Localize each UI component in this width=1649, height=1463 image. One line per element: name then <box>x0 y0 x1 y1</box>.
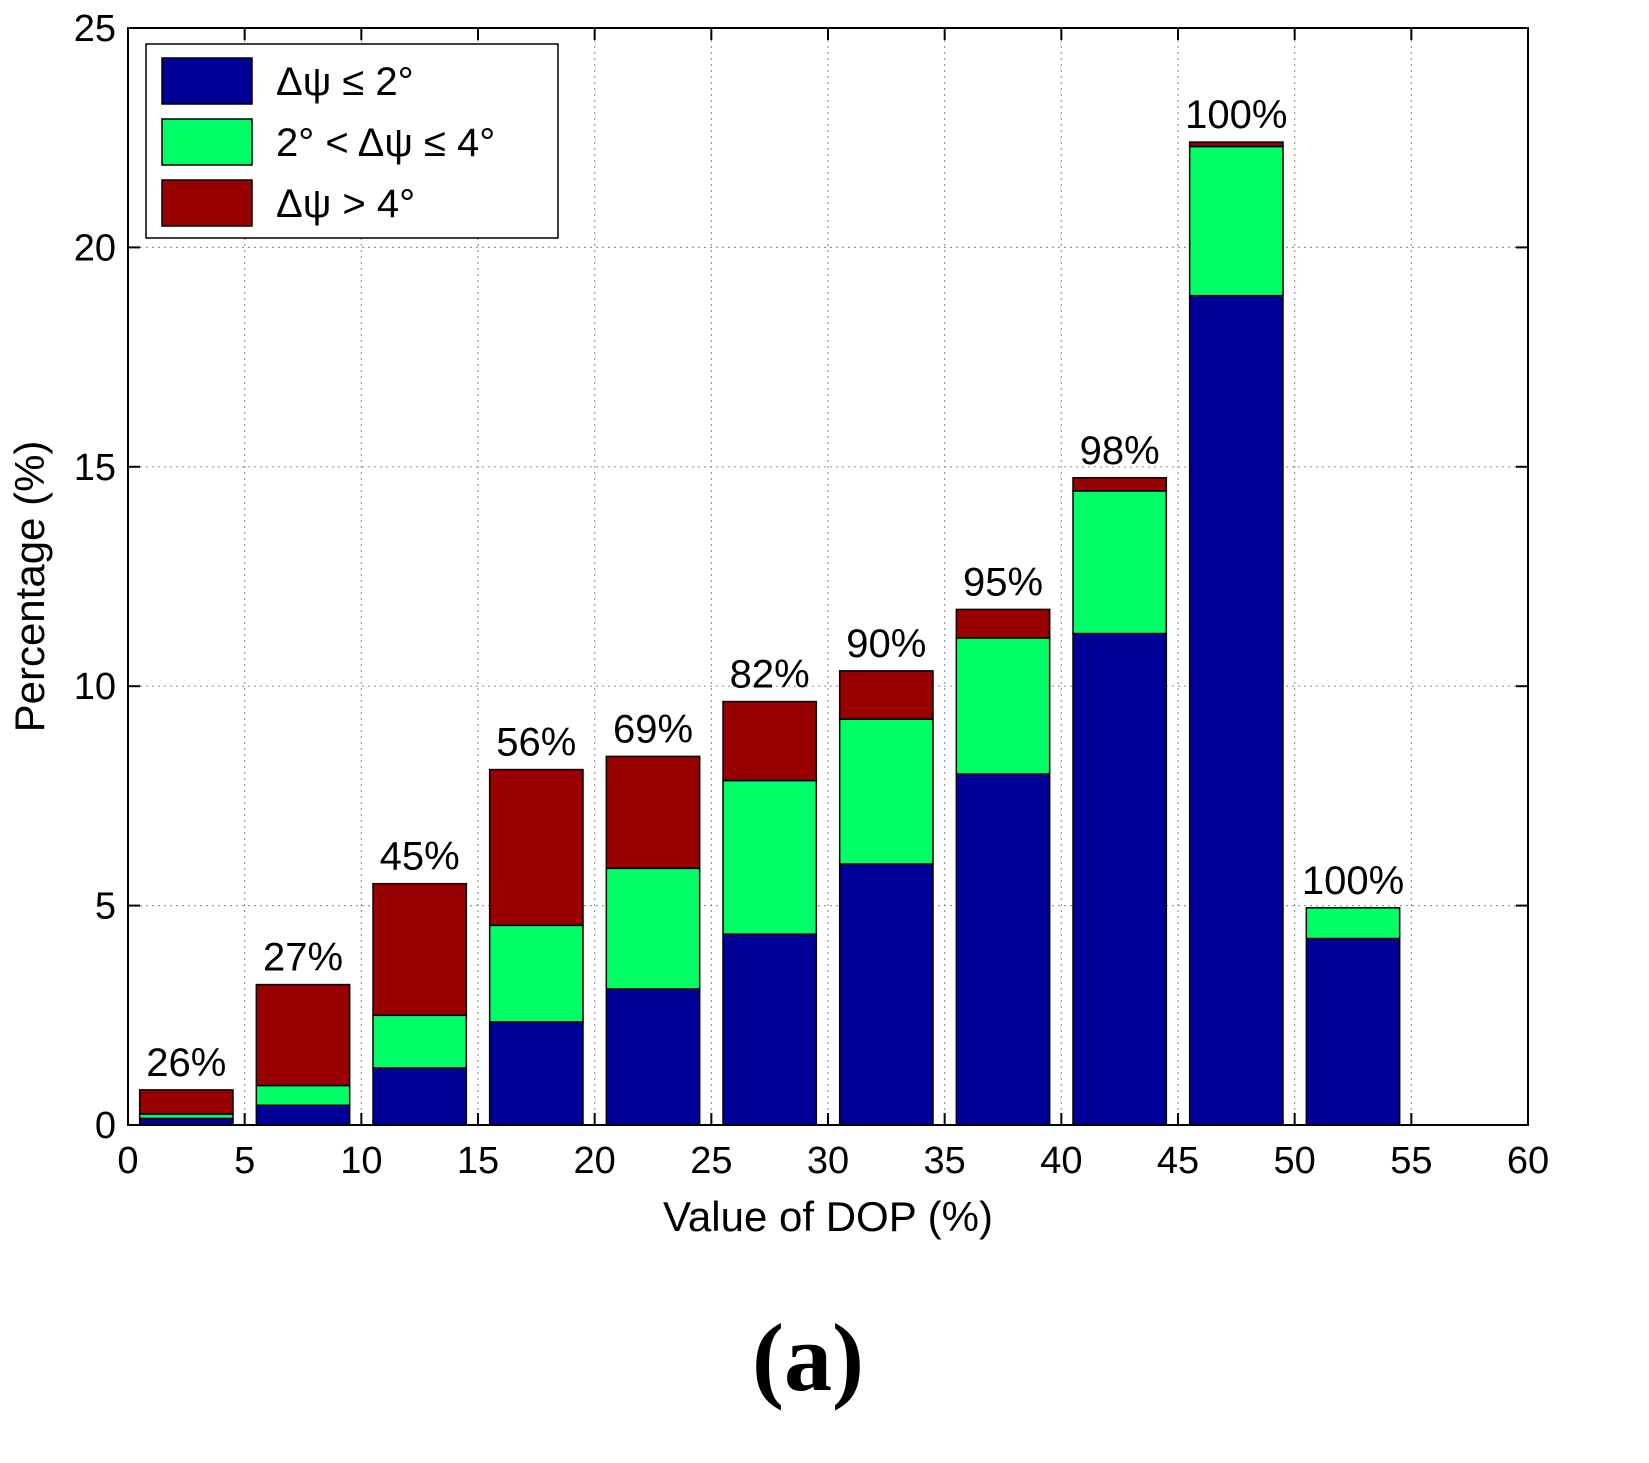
legend-label: Δψ > 4° <box>276 182 415 226</box>
bar-segment-series-1 <box>838 718 934 865</box>
x-tick-label: 60 <box>1507 1140 1549 1182</box>
bar-value-label: 90% <box>846 622 926 666</box>
bar-segment-series-1 <box>1188 145 1284 297</box>
bar-segment-series-0 <box>1188 294 1284 1126</box>
bar-segment-series-2 <box>1188 141 1284 148</box>
bar-segment-series-0 <box>1305 937 1401 1126</box>
bar-segment-series-1 <box>955 637 1051 775</box>
y-axis-title: Percentage (%) <box>6 441 53 733</box>
bars <box>138 141 1401 1126</box>
bar-value-label: 26% <box>146 1041 226 1085</box>
bar-segment-series-1 <box>722 779 818 935</box>
bar-value-label: 69% <box>613 707 693 751</box>
y-tick-label: 10 <box>74 666 116 708</box>
bar-segment-series-0 <box>255 1104 351 1126</box>
legend-label: 2° < Δψ ≤ 4° <box>276 121 495 165</box>
bar-segment-series-2 <box>138 1089 234 1115</box>
bar-segment-series-1 <box>372 1014 468 1069</box>
bar-segment-series-0 <box>488 1021 584 1126</box>
y-tick-label: 0 <box>95 1105 116 1147</box>
bar-value-label: 82% <box>730 653 810 697</box>
legend: Δψ ≤ 2° 2° < Δψ ≤ 4° Δψ > 4° <box>145 43 559 239</box>
y-tick-label: 5 <box>95 886 116 928</box>
x-tick-label: 55 <box>1390 1140 1432 1182</box>
bar-segment-series-0 <box>372 1067 468 1126</box>
bar-segment-series-2 <box>255 983 351 1087</box>
bar-value-label: 98% <box>1080 429 1160 473</box>
bar-segment-series-2 <box>722 700 818 782</box>
bar-segment-series-1 <box>1072 490 1168 635</box>
bar-segment-series-0 <box>838 863 934 1126</box>
bar-segment-series-0 <box>605 988 701 1126</box>
bar-value-label: 95% <box>963 560 1043 604</box>
bar-segment-series-0 <box>955 773 1051 1126</box>
bar-segment-series-1 <box>255 1084 351 1107</box>
bar-value-label: 27% <box>263 936 343 980</box>
axis-ticks <box>127 27 1529 1126</box>
x-tick-label: 0 <box>117 1140 138 1182</box>
y-tick-label: 15 <box>74 447 116 489</box>
x-tick-label: 30 <box>807 1140 849 1182</box>
figure-caption: (a) <box>752 1304 864 1411</box>
legend-swatch <box>161 118 253 166</box>
x-tick-label: 25 <box>690 1140 732 1182</box>
tick-labels: 0 5 10 15 20 25 30 35 40 45 50 55 60 0 5 10 15 20 25 <box>74 8 1549 1182</box>
x-tick-label: 50 <box>1274 1140 1316 1182</box>
bar-segment-series-1 <box>488 924 584 1023</box>
legend-swatch <box>161 57 253 105</box>
x-axis-title: Value of DOP (%) <box>663 1193 993 1240</box>
bar-value-label: 100% <box>1185 93 1287 137</box>
y-tick-label: 20 <box>74 227 116 269</box>
bar-labels: 26% 27% 45% 56% 69% 82% 90% 95% 98% 100% 100% <box>146 93 1404 1085</box>
x-tick-label: 40 <box>1040 1140 1082 1182</box>
bar-segment-series-0 <box>1072 632 1168 1126</box>
x-tick-label: 45 <box>1157 1140 1199 1182</box>
x-tick-label: 5 <box>234 1140 255 1182</box>
y-tick-label: 25 <box>74 8 116 50</box>
bar-value-label: 45% <box>380 835 460 879</box>
bar-segment-series-2 <box>488 768 584 927</box>
bar-value-label: 56% <box>496 721 576 765</box>
legend-label: Δψ ≤ 2° <box>276 60 414 104</box>
x-tick-label: 10 <box>340 1140 382 1182</box>
x-tick-label: 20 <box>574 1140 616 1182</box>
bar-segment-series-2 <box>605 755 701 870</box>
bar-segment-series-2 <box>838 670 934 720</box>
bar-segment-series-0 <box>722 933 818 1126</box>
bar-segment-series-2 <box>955 608 1051 639</box>
bar-segment-series-1 <box>1305 907 1401 940</box>
x-tick-label: 15 <box>457 1140 499 1182</box>
bar-segment-series-2 <box>372 882 468 1017</box>
bar-segment-series-1 <box>605 867 701 990</box>
legend-swatch <box>161 179 253 227</box>
bar-value-label: 100% <box>1302 859 1404 903</box>
bar-segment-series-2 <box>1072 477 1168 492</box>
x-tick-label: 35 <box>924 1140 966 1182</box>
